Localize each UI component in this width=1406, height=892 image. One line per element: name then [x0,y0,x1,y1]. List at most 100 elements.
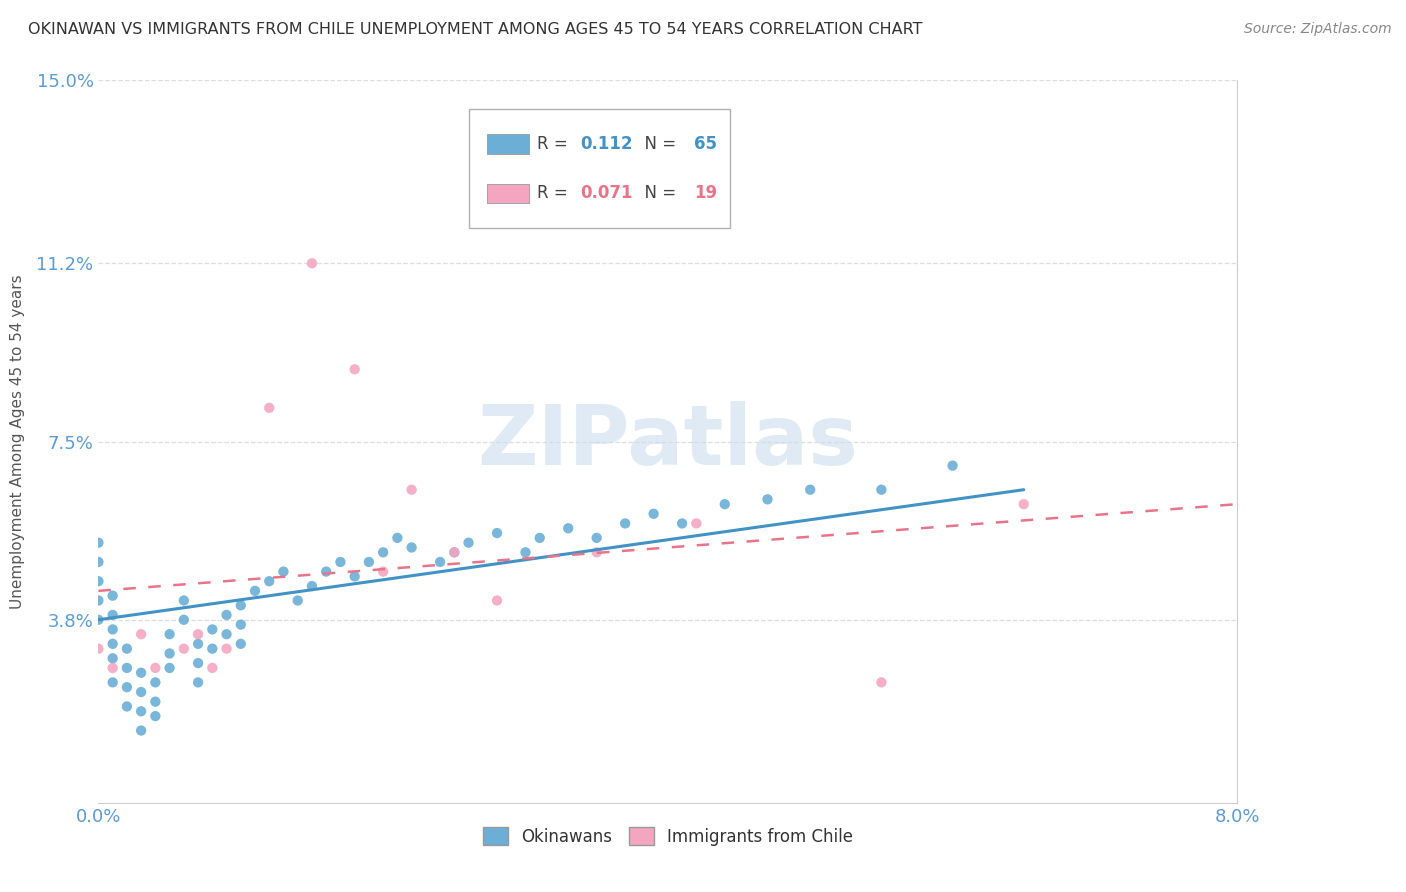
Point [259,401,281,415]
Point [145,661,167,675]
Point [129,704,152,718]
Point [870,675,893,690]
Point [529,531,551,545]
Point [273,565,295,579]
Point [229,637,252,651]
FancyBboxPatch shape [486,135,529,154]
Point [173,613,195,627]
Point [87,613,110,627]
Point [87,641,110,656]
Point [201,623,224,637]
Point [942,458,965,473]
Point [329,555,352,569]
Point [1012,497,1035,511]
Point [115,661,138,675]
Point [343,569,366,583]
Point [101,623,124,637]
Point [585,545,607,559]
Point [129,685,152,699]
Text: R =: R = [537,136,572,153]
Text: 19: 19 [695,185,717,202]
Point [457,535,479,549]
Point [87,555,110,569]
Point [215,627,238,641]
Point [101,589,124,603]
Point [145,675,167,690]
Text: N =: N = [634,136,681,153]
Point [259,574,281,589]
Point [187,637,209,651]
Point [671,516,693,531]
Point [159,627,181,641]
Point [159,661,181,675]
Point [187,675,209,690]
Point [357,555,380,569]
Point [115,680,138,694]
Point [101,651,124,665]
Point [756,492,779,507]
Point [301,579,323,593]
Point [343,362,366,376]
Point [401,483,423,497]
FancyBboxPatch shape [486,184,529,203]
Point [685,516,707,531]
Point [229,599,252,613]
Text: 0.071: 0.071 [581,185,633,202]
Point [557,521,579,535]
Legend: Okinawans, Immigrants from Chile: Okinawans, Immigrants from Chile [477,821,859,852]
Text: Source: ZipAtlas.com: Source: ZipAtlas.com [1244,22,1392,37]
Point [614,516,637,531]
Point [585,531,607,545]
Point [371,565,394,579]
Point [486,593,509,607]
Point [101,607,124,622]
Point [87,593,110,607]
Text: 65: 65 [695,136,717,153]
Point [315,565,337,579]
Point [101,637,124,651]
Point [515,545,537,559]
Text: ZIPatlas: ZIPatlas [478,401,858,482]
Text: 0.112: 0.112 [581,136,633,153]
Point [287,593,309,607]
Point [443,545,465,559]
Point [229,617,252,632]
Point [187,656,209,670]
Point [159,647,181,661]
Point [215,607,238,622]
Point [87,535,110,549]
Point [643,507,665,521]
Point [115,699,138,714]
Text: OKINAWAN VS IMMIGRANTS FROM CHILE UNEMPLOYMENT AMONG AGES 45 TO 54 YEARS CORRELA: OKINAWAN VS IMMIGRANTS FROM CHILE UNEMPL… [28,22,922,37]
Point [401,541,423,555]
Point [129,665,152,680]
Y-axis label: Unemployment Among Ages 45 to 54 years: Unemployment Among Ages 45 to 54 years [10,274,25,609]
Point [201,641,224,656]
Point [371,545,394,559]
Point [101,661,124,675]
Point [870,483,893,497]
Point [243,583,266,598]
Point [129,723,152,738]
Point [215,641,238,656]
FancyBboxPatch shape [468,109,731,228]
Point [486,526,509,541]
Text: N =: N = [634,185,681,202]
Point [145,695,167,709]
Point [115,641,138,656]
Point [129,627,152,641]
Point [87,574,110,589]
Point [429,555,451,569]
Point [187,627,209,641]
Point [173,641,195,656]
Point [714,497,737,511]
Text: R =: R = [537,185,572,202]
Point [301,256,323,270]
Point [387,531,409,545]
Point [101,675,124,690]
Point [443,545,465,559]
Point [799,483,821,497]
Point [173,593,195,607]
Point [201,661,224,675]
Point [145,709,167,723]
